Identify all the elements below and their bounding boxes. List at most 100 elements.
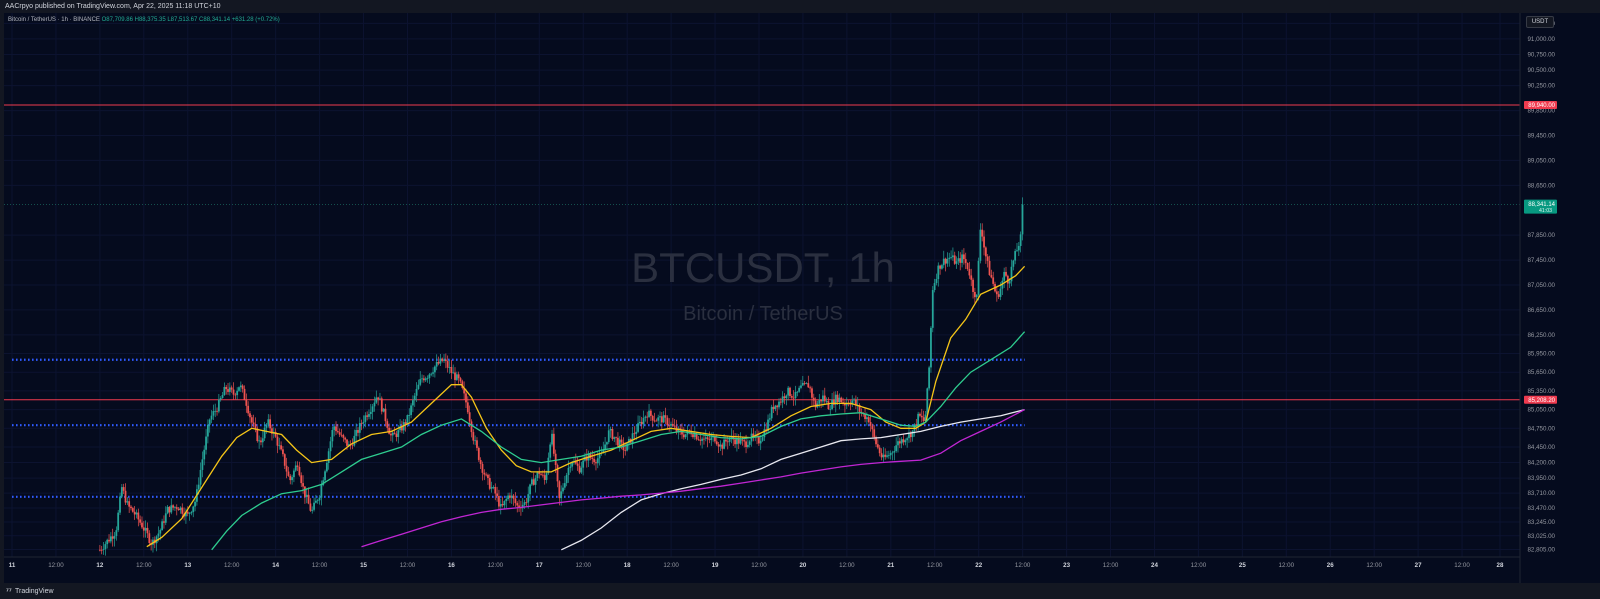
time-tick-label: 15 bbox=[360, 562, 367, 569]
candle-body bbox=[787, 387, 790, 396]
time-tick-label: 12:00 bbox=[575, 562, 591, 569]
candle-body bbox=[441, 358, 444, 361]
candle-body bbox=[631, 433, 634, 443]
candle-body bbox=[668, 425, 671, 427]
candle-body bbox=[250, 417, 253, 423]
price-tick-label: 87,450.00 bbox=[1527, 257, 1555, 264]
candle-body bbox=[205, 436, 207, 450]
time-tick-label: 24 bbox=[1151, 562, 1158, 569]
candle-body bbox=[822, 395, 824, 402]
candle-body bbox=[241, 385, 244, 389]
candle-body bbox=[324, 471, 326, 481]
candle-body bbox=[435, 362, 438, 367]
candle-body bbox=[377, 397, 380, 400]
candle-body bbox=[534, 477, 537, 485]
candle-body bbox=[454, 372, 456, 380]
candle-body bbox=[536, 472, 539, 478]
candle-body bbox=[254, 424, 257, 429]
candle-body bbox=[203, 449, 206, 460]
candle-body bbox=[239, 385, 242, 388]
time-tick-label: 11 bbox=[9, 562, 16, 569]
price-tick-label: 86,250.00 bbox=[1527, 332, 1555, 339]
candle-body bbox=[842, 402, 844, 404]
candle-body bbox=[565, 475, 568, 484]
chart-area[interactable] bbox=[4, 13, 1600, 583]
candle-body bbox=[230, 387, 233, 390]
candle-body bbox=[635, 431, 638, 434]
candle-body bbox=[399, 426, 401, 431]
time-tick-label: 27 bbox=[1415, 562, 1422, 569]
candle-body bbox=[104, 544, 107, 550]
candle-body bbox=[128, 501, 131, 507]
candle-body bbox=[937, 265, 940, 280]
candle-body bbox=[331, 429, 334, 442]
candle-body bbox=[492, 487, 495, 488]
last-price-badge[interactable] bbox=[1524, 199, 1557, 214]
candle-body bbox=[966, 262, 969, 270]
candle-body bbox=[141, 522, 143, 528]
candle-body bbox=[117, 512, 120, 531]
candle-body bbox=[397, 430, 400, 438]
candle-body bbox=[884, 454, 887, 457]
currency-badge[interactable]: USDT bbox=[1526, 16, 1554, 28]
candle-body bbox=[316, 500, 319, 502]
price-tick-label: 89,850.00 bbox=[1527, 108, 1555, 115]
candle-body bbox=[137, 512, 140, 520]
candle-body bbox=[1021, 204, 1024, 235]
candle-body bbox=[373, 402, 376, 407]
candle-body bbox=[282, 449, 284, 455]
time-tick-label: 25 bbox=[1239, 562, 1246, 569]
candle-body bbox=[413, 395, 416, 401]
time-tick-label: 12:00 bbox=[312, 562, 328, 569]
candle-body bbox=[591, 457, 594, 459]
bar-countdown-label: 41:03 bbox=[1539, 208, 1552, 214]
time-tick-label: 12:00 bbox=[224, 562, 240, 569]
candle-body bbox=[214, 410, 217, 412]
candle-body bbox=[130, 506, 132, 509]
candle-body bbox=[166, 506, 169, 514]
candle-body bbox=[532, 479, 535, 485]
candle-body bbox=[170, 505, 173, 513]
candle-body bbox=[406, 415, 409, 425]
candle-body bbox=[263, 427, 266, 439]
candle-body bbox=[673, 425, 676, 427]
candle-body bbox=[948, 257, 951, 259]
candle-body bbox=[990, 275, 993, 278]
candle-body bbox=[902, 439, 905, 443]
candle-body bbox=[756, 435, 758, 437]
candle-body bbox=[529, 484, 531, 495]
currency-label: USDT bbox=[1531, 19, 1549, 25]
candle-body bbox=[889, 453, 892, 456]
candle-body bbox=[1005, 271, 1007, 276]
candle-body bbox=[611, 429, 614, 439]
candle-body bbox=[507, 495, 509, 499]
candle-body bbox=[950, 257, 952, 259]
candle-body bbox=[443, 359, 445, 361]
candle-body bbox=[234, 394, 237, 396]
candle-body bbox=[109, 536, 112, 542]
candle-body bbox=[781, 396, 784, 403]
time-tick-label: 23 bbox=[1063, 562, 1070, 569]
candle-body bbox=[941, 265, 943, 269]
candle-body bbox=[743, 440, 746, 442]
candle-body bbox=[681, 430, 683, 435]
candle-body bbox=[741, 439, 744, 441]
candle-body bbox=[269, 419, 272, 429]
candle-body bbox=[283, 454, 286, 466]
candle-body bbox=[364, 415, 367, 422]
candle-body bbox=[106, 539, 109, 545]
candle-body bbox=[664, 415, 667, 418]
candle-body bbox=[798, 387, 801, 392]
candle-body bbox=[908, 432, 910, 439]
candle-body bbox=[933, 283, 936, 291]
publish-bar: AACrpyo published on TradingView.com, Ap… bbox=[0, 0, 1600, 13]
candle-body bbox=[768, 418, 771, 420]
candle-body bbox=[609, 429, 612, 431]
candle-body bbox=[805, 383, 808, 384]
time-tick-label: 12:00 bbox=[1454, 562, 1470, 569]
price-tick-label: 90,250.00 bbox=[1527, 83, 1555, 90]
candle-body bbox=[465, 393, 467, 403]
candle-body bbox=[380, 398, 383, 412]
time-tick-label: 22 bbox=[975, 562, 982, 569]
